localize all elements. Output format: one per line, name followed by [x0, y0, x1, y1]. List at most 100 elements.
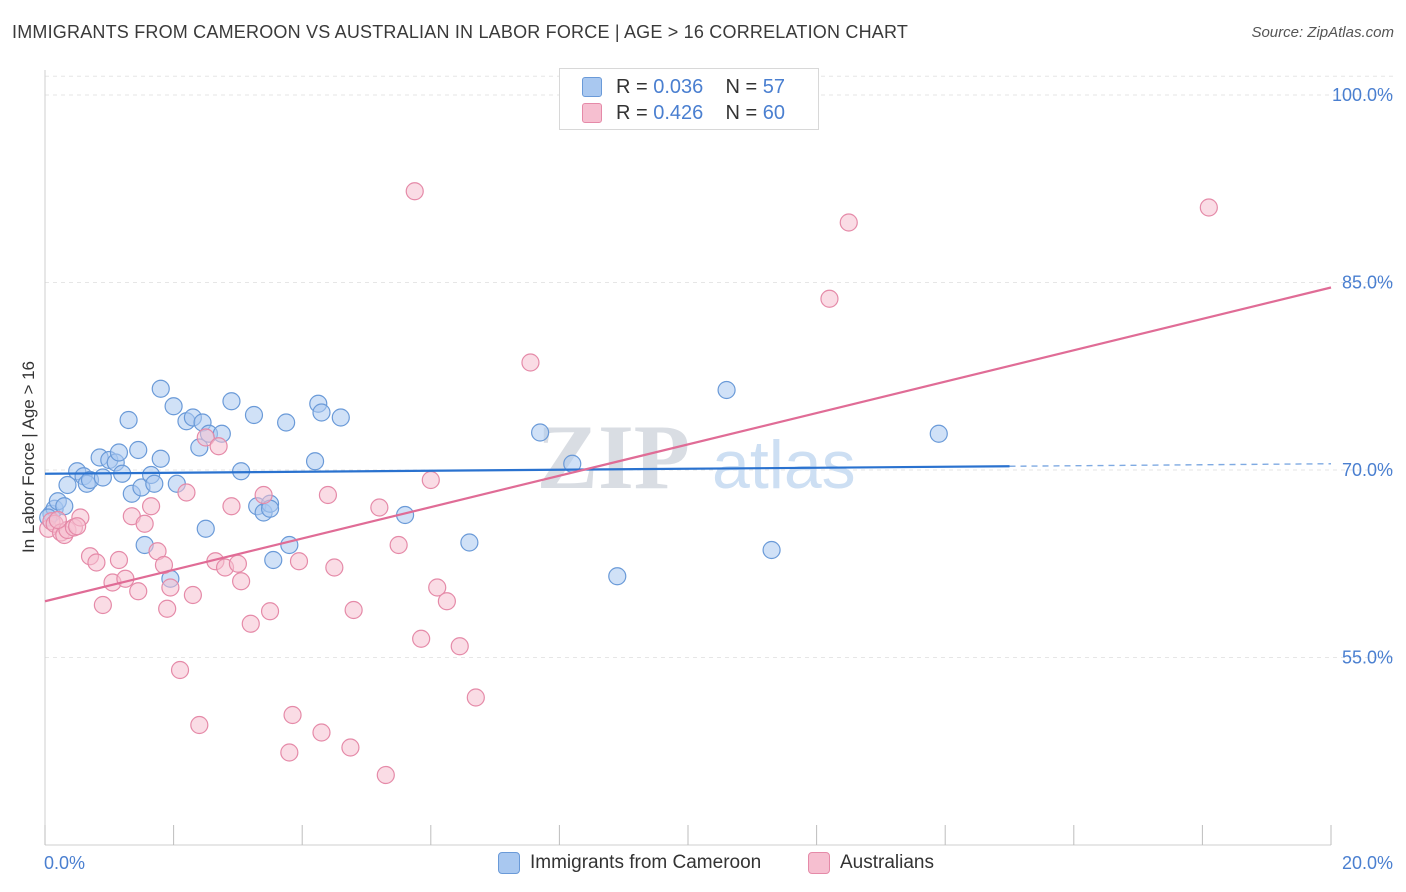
- legend-r-label: R =: [616, 101, 648, 124]
- legend-swatch-blue: [582, 77, 602, 97]
- point-cameroon: [312, 403, 331, 422]
- point-australians: [232, 572, 251, 591]
- y-tick-label: 85.0%: [1342, 273, 1393, 293]
- point-cameroon: [151, 379, 170, 398]
- point-australians: [222, 497, 241, 516]
- bottom-legend-australians: Australians: [808, 852, 934, 874]
- point-cameroon: [762, 540, 781, 560]
- point-australians: [344, 600, 363, 620]
- point-australians: [48, 510, 67, 530]
- axes-layer: [44, 70, 1332, 846]
- legend-n-label: N =: [725, 75, 758, 98]
- point-cameroon: [531, 423, 550, 442]
- point-cameroon: [196, 519, 215, 538]
- point-australians: [318, 485, 338, 505]
- point-australians: [405, 182, 424, 201]
- point-australians: [161, 578, 180, 597]
- point-cameroon: [129, 440, 148, 460]
- point-cameroon: [305, 452, 325, 471]
- y-tick-label: 100.0%: [1332, 85, 1393, 105]
- point-cameroon: [151, 449, 170, 468]
- x-tick-label: 0.0%: [44, 853, 85, 873]
- point-australians: [283, 705, 302, 725]
- point-cameroon: [222, 392, 241, 411]
- watermark-atlas: atlas: [712, 427, 856, 503]
- point-australians: [280, 743, 299, 762]
- point-cameroon: [277, 413, 296, 432]
- point-australians: [135, 514, 154, 533]
- point-australians: [87, 553, 106, 572]
- stats-legend: R = 0.036 N = 57 R = 0.426 N = 60: [559, 68, 819, 130]
- trendline-australians: [44, 286, 1332, 603]
- y-axis-title: In Labor Force | Age > 16: [19, 361, 38, 553]
- point-cameroon: [280, 535, 299, 555]
- legend-n-label: N =: [725, 101, 758, 124]
- point-australians: [68, 517, 87, 536]
- bottom-legend-swatch-blue: [498, 852, 520, 874]
- point-australians: [312, 723, 331, 742]
- watermark-zip: ZIP: [537, 406, 690, 508]
- y-tick-label: 55.0%: [1342, 648, 1393, 668]
- point-australians: [254, 485, 273, 505]
- point-australians: [521, 353, 540, 372]
- point-australians: [437, 592, 456, 611]
- point-australians: [158, 599, 177, 618]
- point-cameroon: [93, 468, 112, 487]
- y-tick-label: 70.0%: [1342, 460, 1393, 480]
- point-australians: [228, 554, 247, 573]
- point-australians: [389, 535, 408, 555]
- point-cameroon: [331, 408, 350, 427]
- point-cameroon: [244, 405, 264, 425]
- point-australians: [177, 483, 196, 502]
- trend-layer: [44, 286, 1332, 603]
- point-australians: [341, 738, 360, 757]
- trendline-cameroon-extension: [1009, 463, 1332, 467]
- grid-layer: [45, 75, 1393, 658]
- point-cameroon: [608, 567, 627, 586]
- point-cameroon: [58, 475, 77, 495]
- legend-r-value: 0.426: [653, 101, 704, 124]
- point-australians: [154, 555, 174, 575]
- point-australians: [209, 437, 228, 456]
- bottom-legend-swatch-pink: [808, 852, 830, 874]
- point-australians: [260, 602, 280, 621]
- legend-n-value: 57: [762, 75, 786, 98]
- labels-layer: 55.0% 70.0% 85.0% 100.0% 0.0% 20.0% In Labor F…: [19, 85, 1393, 873]
- legend-row-cameroon: R = 0.036 N = 57: [582, 75, 785, 99]
- x-tick-label: 20.0%: [1342, 853, 1393, 873]
- point-australians: [183, 585, 202, 605]
- source-label: Source: ZipAtlas.com: [1251, 24, 1394, 41]
- point-australians: [466, 688, 485, 707]
- legend-r-value: 0.036: [653, 75, 704, 98]
- point-australians: [190, 715, 209, 735]
- point-australians: [370, 498, 389, 517]
- trendline-cameroon: [44, 465, 1010, 475]
- point-australians: [289, 552, 309, 571]
- legend-row-australians: R = 0.426 N = 60: [582, 101, 785, 125]
- point-australians: [1199, 198, 1218, 217]
- point-cameroon: [145, 474, 164, 493]
- point-australians: [421, 470, 440, 490]
- point-australians: [428, 578, 447, 597]
- point-australians: [116, 569, 135, 588]
- bottom-legend-label: Immigrants from Cameroon: [530, 852, 762, 873]
- points-layer: [39, 182, 1218, 785]
- point-australians: [450, 637, 469, 656]
- point-cameroon: [164, 397, 183, 416]
- point-australians: [839, 213, 858, 232]
- point-australians: [241, 614, 260, 633]
- point-australians: [170, 660, 190, 680]
- point-cameroon: [717, 380, 736, 400]
- chart-title: IMMIGRANTS FROM CAMEROON VS AUSTRALIAN I…: [12, 22, 909, 42]
- point-cameroon: [109, 443, 129, 462]
- point-australians: [325, 558, 344, 577]
- point-australians: [93, 595, 112, 615]
- point-australians: [412, 629, 431, 648]
- point-australians: [129, 582, 148, 601]
- legend-r-label: R =: [616, 75, 648, 98]
- point-cameroon: [264, 550, 283, 570]
- bottom-legend-label: Australians: [840, 852, 934, 873]
- point-cameroon: [119, 410, 138, 430]
- legend-n-value: 60: [762, 101, 786, 124]
